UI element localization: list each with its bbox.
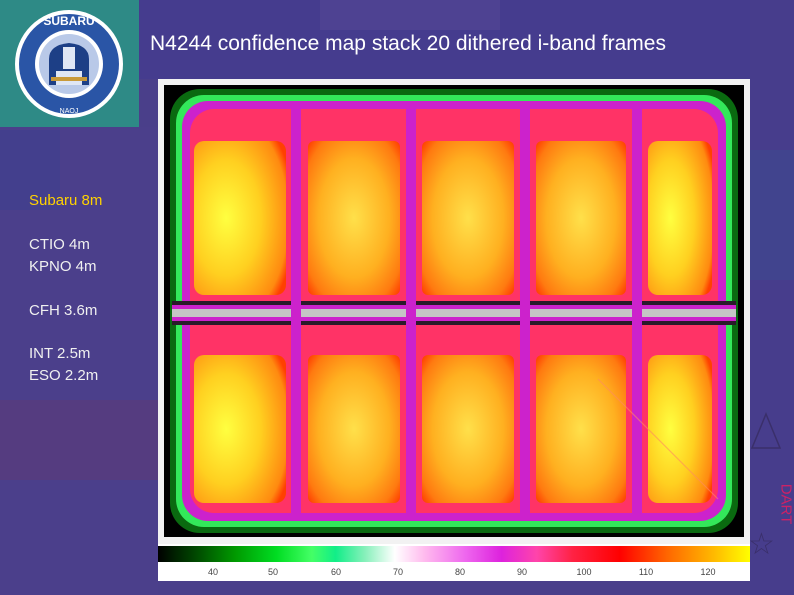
- telescope-kpno: KPNO 4m: [29, 258, 97, 275]
- svg-text:SUBARU: SUBARU: [43, 14, 94, 28]
- colorbar-tick: 60: [330, 567, 342, 577]
- colorbar-tick: 110: [638, 567, 654, 577]
- subaru-logo: SUBARU NAOJ: [0, 0, 139, 127]
- triangle-icon: [750, 412, 782, 449]
- telescope-subaru: Subaru 8m: [29, 192, 103, 209]
- confidence-map-image: [158, 79, 750, 544]
- telescope-eso: ESO 2.2m: [29, 367, 99, 384]
- observatory-logo-icon: SUBARU NAOJ: [15, 10, 123, 118]
- svg-text:NAOJ: NAOJ: [60, 108, 79, 115]
- bg-patch: [320, 0, 500, 30]
- side-label: DART: [777, 483, 794, 525]
- colorbar-tick: 50: [267, 567, 279, 577]
- colorbar-tick: 100: [576, 567, 592, 577]
- telescope-ctio: CTIO 4m: [29, 236, 90, 253]
- bg-patch: [750, 150, 794, 280]
- colorbar-tick: 40: [207, 567, 219, 577]
- bg-patch: [0, 130, 60, 210]
- colorbar-gradient: [158, 546, 750, 562]
- colorbar-tick: 70: [392, 567, 404, 577]
- colorbar: 40 50 60 70 80 90 100 110 120: [158, 544, 750, 581]
- slide-title: N4244 confidence map stack 20 dithered i…: [150, 32, 666, 55]
- colorbar-tick: 120: [700, 567, 716, 577]
- colorbar-tick: 80: [454, 567, 466, 577]
- telescope-int: INT 2.5m: [29, 345, 91, 362]
- bg-patch: [750, 0, 794, 595]
- star-icon: ☆: [748, 528, 775, 561]
- telescope-cfh: CFH 3.6m: [29, 302, 98, 319]
- confidence-map-graphic: [164, 85, 744, 537]
- colorbar-tick: 90: [516, 567, 528, 577]
- bg-patch: [0, 400, 158, 480]
